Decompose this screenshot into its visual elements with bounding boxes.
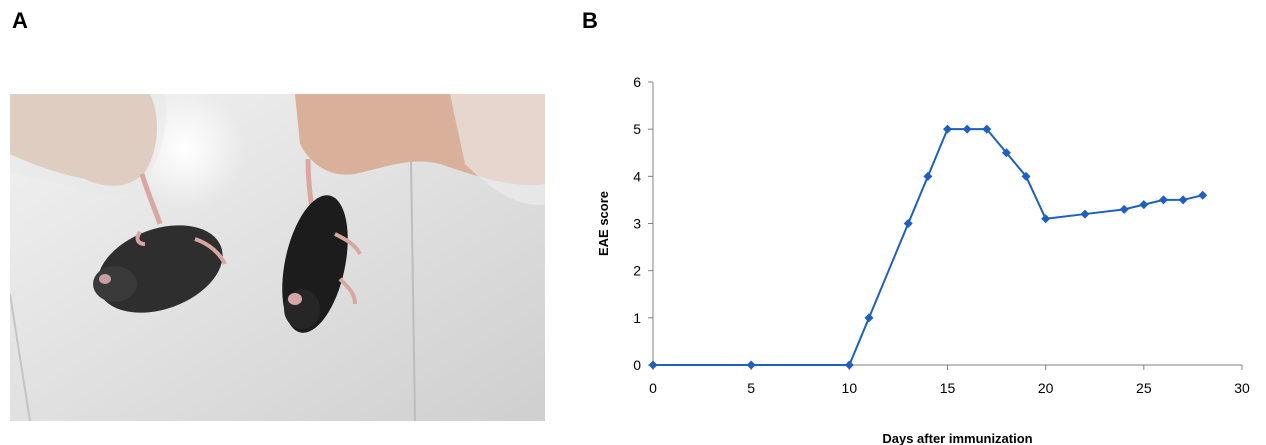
x-tick-label: 30 [1234, 380, 1250, 396]
x-tick-label: 15 [940, 380, 956, 396]
data-point [844, 360, 854, 370]
data-point [864, 313, 874, 323]
data-point [982, 124, 992, 134]
data-point [1198, 190, 1208, 200]
y-tick-label: 2 [633, 263, 641, 279]
y-tick-label: 1 [633, 310, 641, 326]
mice-photo [10, 94, 545, 421]
x-tick-label: 10 [842, 380, 858, 396]
data-point [1041, 214, 1051, 224]
x-tick-label: 0 [649, 380, 657, 396]
data-point [1119, 204, 1129, 214]
x-tick-label: 20 [1038, 380, 1054, 396]
data-point [1158, 195, 1168, 205]
data-point [923, 171, 933, 181]
series-eae [648, 124, 1208, 370]
y-tick-label: 4 [633, 168, 641, 184]
data-point [648, 360, 658, 370]
mice-photo-drawing [10, 94, 545, 421]
data-point [903, 219, 913, 228]
data-point [962, 124, 972, 134]
y-tick-label: 6 [633, 74, 641, 90]
y-tick-label: 3 [633, 216, 641, 232]
data-point [1080, 209, 1090, 219]
y-axis-label: EAE score [596, 191, 611, 256]
data-point [943, 124, 952, 134]
x-tick-label: 25 [1136, 380, 1152, 396]
panel-label-a: A [12, 8, 28, 33]
data-point [1139, 200, 1149, 210]
y-tick-label: 5 [633, 121, 641, 137]
y-axis-ticks: 0 1 2 3 4 5 6 [633, 74, 653, 373]
series-line [653, 128, 1203, 366]
x-tick-label: 5 [747, 380, 755, 396]
data-point [1178, 195, 1188, 205]
x-axis-ticks: 0 5 10 15 20 25 30 [649, 365, 1250, 396]
data-point [746, 360, 756, 370]
eae-score-chart: 0 1 2 3 4 5 6 0 5 10 15 20 25 30 EAE score Days afte… [596, 74, 1250, 445]
data-point [1001, 148, 1011, 158]
panel-label-b: B [582, 8, 598, 33]
x-axis-label: Days after immunization [882, 431, 1032, 445]
chart-axes [652, 82, 1242, 366]
data-point [1021, 171, 1031, 181]
y-tick-label: 0 [633, 357, 641, 373]
